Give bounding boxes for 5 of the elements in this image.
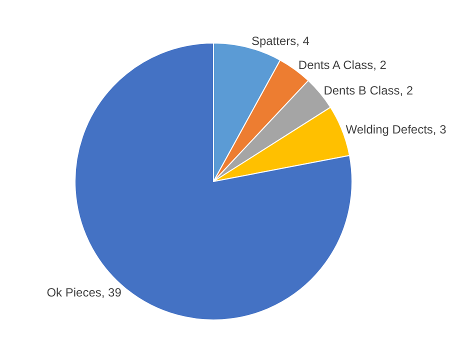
slice-label: Welding Defects, 3 (346, 122, 447, 137)
slice-label: Dents B Class, 2 (324, 83, 414, 98)
slice-label: Spatters, 4 (251, 34, 310, 48)
slice-label: Ok Pieces, 39 (46, 285, 122, 300)
slice-label: Dents A Class, 2 (298, 58, 387, 72)
